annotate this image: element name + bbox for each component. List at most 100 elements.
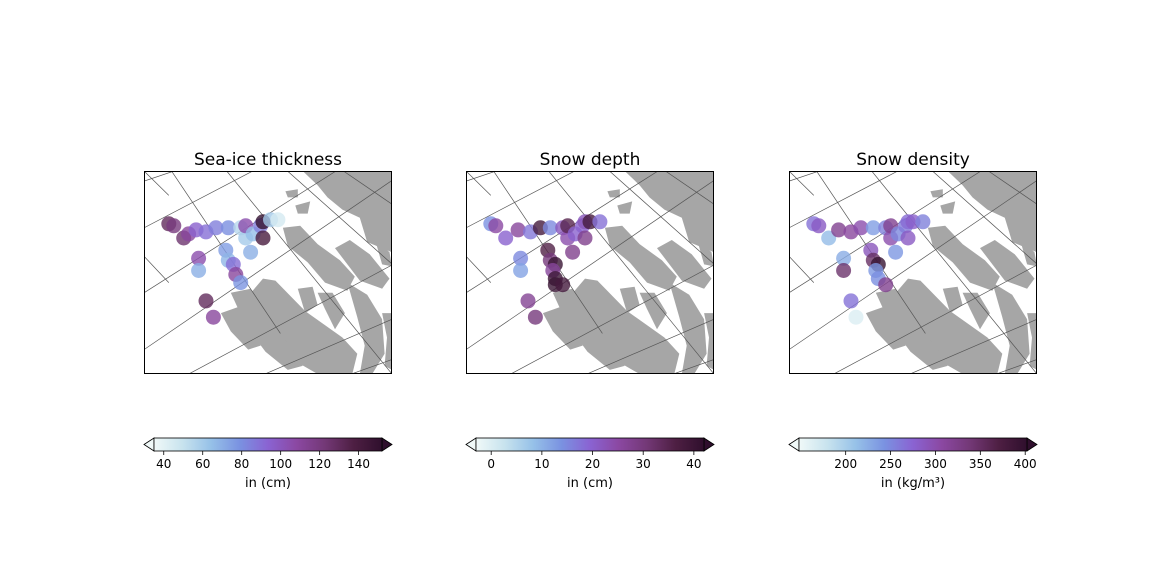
- graticule-line: [789, 256, 815, 283]
- colorbar: 40 60 80 100 120 140 in (cm): [143, 437, 393, 491]
- colorbar-extend-min: [465, 437, 477, 452]
- land-mass: [302, 171, 392, 253]
- graticule-line: [264, 318, 392, 374]
- land-mass: [1027, 313, 1037, 370]
- land-mass: [297, 286, 318, 314]
- data-point: [488, 218, 504, 234]
- land-mass: [542, 307, 583, 350]
- data-point: [191, 263, 207, 278]
- data-point: [233, 275, 249, 291]
- land-mass: [962, 292, 990, 330]
- land-mass: [220, 307, 261, 350]
- data-point: [510, 222, 526, 238]
- land-mass: [295, 201, 311, 214]
- land-mass: [282, 225, 355, 291]
- graticule-line: [995, 359, 1037, 374]
- data-point: [555, 277, 571, 293]
- land-mass: [865, 307, 906, 350]
- land-mass: [1019, 238, 1037, 267]
- graticule-line: [144, 171, 176, 182]
- map-frame: [466, 171, 714, 374]
- colorbar-tick-label: 200: [834, 457, 857, 471]
- graticule-line: [466, 256, 492, 283]
- colorbar-tick-label: 80: [234, 457, 249, 471]
- colorbar-gradient: [798, 437, 1028, 452]
- data-point: [848, 309, 864, 325]
- land-mass: [347, 282, 385, 374]
- panel-3: Snow density 200 250 300 350 400 in (kg/m³): [788, 150, 1038, 491]
- graticule-line: [664, 171, 714, 205]
- land-mass: [382, 313, 392, 370]
- data-point: [166, 218, 182, 234]
- colorbar-tick-label: 10: [534, 457, 549, 471]
- panel-title: Snow depth: [540, 150, 641, 170]
- graticule-line: [350, 359, 392, 374]
- colorbar-gradient: [475, 437, 705, 452]
- colorbar: 200 250 300 350 400 in (kg/m³): [788, 437, 1038, 491]
- land-mass: [890, 278, 1003, 374]
- data-point: [915, 214, 931, 230]
- map-frame: [789, 171, 1037, 374]
- graticule-line: [144, 171, 254, 229]
- data-point: [565, 244, 581, 260]
- graticule-line: [466, 180, 714, 350]
- graticule-line: [931, 171, 1037, 265]
- map-area: [466, 171, 714, 374]
- colorbar-tick-label: 60: [195, 457, 210, 471]
- graticule-line: [226, 171, 392, 374]
- colorbar-extend-min: [143, 437, 155, 452]
- graticule-line: [144, 256, 170, 283]
- data-point: [243, 244, 259, 260]
- data-point: [513, 263, 529, 278]
- data-point: [878, 277, 894, 293]
- graticule-line: [466, 171, 498, 182]
- graticule-line: [789, 171, 821, 182]
- colorbar-tick-label: 0: [487, 457, 495, 471]
- land-mass: [992, 282, 1030, 374]
- colorbar-tick-label: 350: [969, 457, 992, 471]
- land-mass: [875, 288, 948, 370]
- land-mass: [617, 201, 633, 214]
- data-point: [811, 218, 827, 234]
- data-point: [220, 220, 236, 236]
- colorbar-tick-label: 20: [585, 457, 600, 471]
- graticule-line: [510, 264, 714, 374]
- colorbar-tick-label: 300: [924, 457, 947, 471]
- data-point: [592, 214, 608, 230]
- data-point: [577, 230, 593, 246]
- graticule-line: [144, 180, 392, 350]
- data-point: [498, 230, 514, 246]
- land-mass: [980, 240, 1035, 289]
- land-mass: [657, 240, 712, 289]
- land-mass: [285, 189, 298, 198]
- data-point: [831, 222, 847, 238]
- graticule-line: [286, 171, 392, 265]
- data-point: [821, 230, 837, 246]
- land-mass: [607, 189, 620, 198]
- data-point: [513, 250, 529, 266]
- land-mass: [940, 201, 956, 214]
- colorbar-tick-label: 100: [269, 457, 292, 471]
- land-mass: [639, 292, 667, 330]
- graticule-line: [987, 171, 1037, 205]
- graticule-line: [548, 171, 714, 374]
- data-point: [900, 230, 916, 246]
- land-mass: [567, 278, 680, 374]
- land-mass: [696, 238, 714, 267]
- graticule-line: [833, 264, 1037, 374]
- land-mass: [947, 171, 1037, 253]
- graticule-line: [789, 180, 1037, 350]
- data-point: [888, 244, 904, 260]
- graticule-line: [789, 171, 899, 229]
- panel-1: Sea-ice thickness 40 60 80 100 120 140 in (cm): [143, 150, 393, 491]
- data-point: [843, 293, 859, 309]
- panel-title: Sea-ice thickness: [194, 150, 342, 170]
- data-point: [205, 309, 221, 325]
- land-mass: [927, 225, 1000, 291]
- graticule-line: [871, 171, 1037, 374]
- data-point: [865, 220, 881, 236]
- land-mass: [604, 225, 677, 291]
- colorbar-extend-max: [1026, 437, 1038, 452]
- land-mass: [552, 288, 625, 370]
